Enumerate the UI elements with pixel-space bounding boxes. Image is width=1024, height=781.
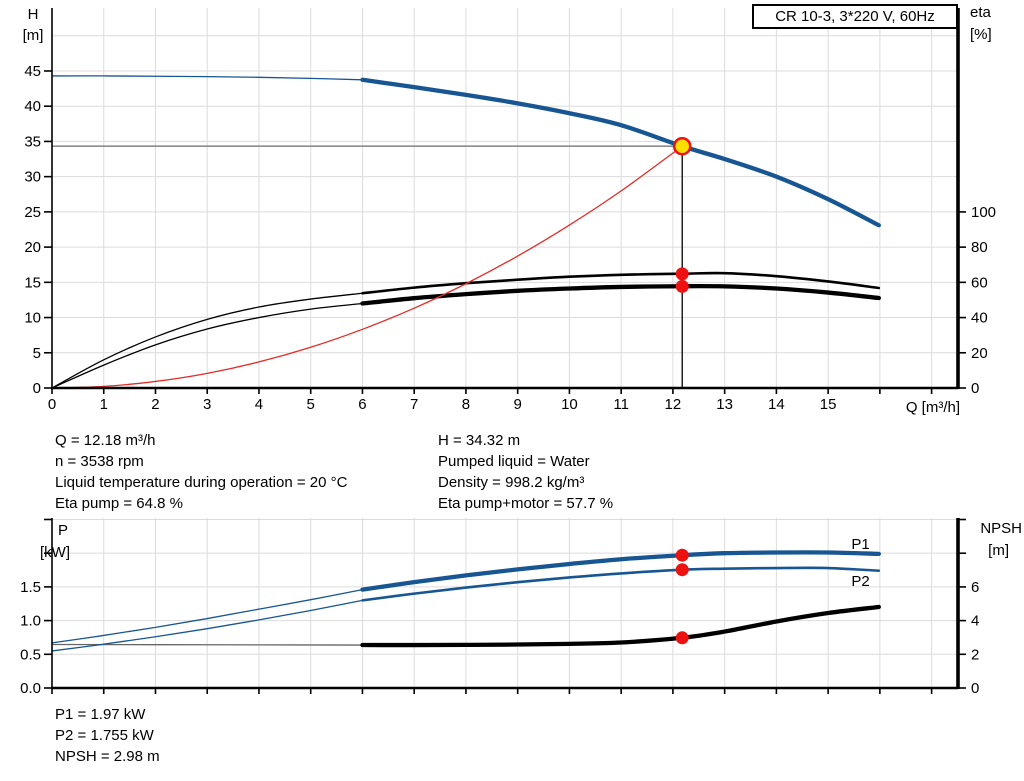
eta-axis-unit: [%] xyxy=(970,26,992,43)
right-tick-label: 100 xyxy=(971,204,996,221)
right-tick-label: 40 xyxy=(971,310,988,327)
annotation-speed: n = 3538 rpm xyxy=(55,453,144,470)
x-tick-label: 14 xyxy=(768,396,785,413)
head-curve-extended-curve xyxy=(51,75,364,81)
left-tick-label: 25 xyxy=(24,204,41,221)
npsh-duty-dot xyxy=(675,631,689,645)
left-tick-label: 1.5 xyxy=(20,579,41,596)
right-tick-label: 20 xyxy=(971,345,988,362)
duty-point[interactable] xyxy=(672,136,692,156)
x-tick-label: 4 xyxy=(255,396,263,413)
q-axis-title: Q [m³/h] xyxy=(906,399,960,416)
p-axis-unit: [kW] xyxy=(40,544,70,561)
top-chart-duty-markers xyxy=(672,136,692,293)
p1-duty-dot xyxy=(675,548,689,562)
head-curve-curve xyxy=(360,77,881,228)
pump-title: CR 10-3, 3*220 V, 60Hz xyxy=(775,8,935,25)
annotation-p1: P1 = 1.97 kW xyxy=(55,706,146,723)
right-tick-label: 4 xyxy=(971,613,979,630)
top-chart-curves xyxy=(51,75,881,389)
p1-curve-label: P1 xyxy=(851,536,869,553)
top-chart-duty-lines xyxy=(52,145,683,388)
right-tick-label: 80 xyxy=(971,239,988,256)
eta-pump-motor-duty-dot xyxy=(675,279,689,293)
right-tick-label: 0 xyxy=(971,380,979,397)
left-tick-label: 5 xyxy=(33,345,41,362)
left-tick-label: 40 xyxy=(24,98,41,115)
x-tick-label: 2 xyxy=(151,396,159,413)
pump-title-box: CR 10-3, 3*220 V, 60Hz xyxy=(752,4,958,29)
annotation-density: Density = 998.2 kg/m³ xyxy=(438,474,585,491)
x-tick-label: 1 xyxy=(100,396,108,413)
npsh-curve xyxy=(360,604,881,648)
bottom-chart-axes: 0.0 0.5 1.0 1.5 0 2 4 6 xyxy=(20,518,979,697)
eta-pump-motor-extended-curve xyxy=(51,302,364,389)
annotation-eta-pump: Eta pump = 64.8 % xyxy=(55,495,183,512)
h-axis-unit: [m] xyxy=(23,27,44,44)
left-tick-label: 1.0 xyxy=(20,613,41,630)
x-tick-label: 15 xyxy=(820,396,837,413)
x-tick-label: 13 xyxy=(716,396,733,413)
annotation-h: H = 34.32 m xyxy=(438,432,521,449)
x-tick-label: 0 xyxy=(48,396,56,413)
top-chart-grid xyxy=(52,8,958,388)
npsh-axis-title: NPSH xyxy=(980,520,1022,537)
annotation-npsh: NPSH = 2.98 m xyxy=(55,748,160,765)
x-tick-label: 12 xyxy=(665,396,682,413)
p2-curve-label: P2 xyxy=(851,573,869,590)
x-tick-label: 10 xyxy=(561,396,578,413)
left-tick-label: 10 xyxy=(24,310,41,327)
x-tick-label: 11 xyxy=(613,396,629,413)
left-tick-label: 0.0 xyxy=(20,680,41,697)
left-tick-label: 0.5 xyxy=(20,646,41,663)
eta-pump-duty-dot xyxy=(675,267,689,281)
annotation-q: Q = 12.18 m³/h xyxy=(55,432,156,449)
p-axis-title: P xyxy=(58,522,68,539)
right-tick-label: 6 xyxy=(971,579,979,596)
annotation-p2: P2 = 1.755 kW xyxy=(55,727,154,744)
left-tick-label: 20 xyxy=(24,239,41,256)
left-tick-label: 30 xyxy=(24,169,41,186)
right-tick-label: 0 xyxy=(971,680,979,697)
right-tick-label: 60 xyxy=(971,274,988,291)
right-tick-label: 2 xyxy=(971,646,979,663)
eta-pump-extended-curve xyxy=(51,292,364,389)
eta-pump-curve xyxy=(361,271,881,295)
left-tick-label: 15 xyxy=(24,274,41,291)
bottom-chart-curves: P1 P2 xyxy=(51,536,881,652)
x-tick-label: 6 xyxy=(358,396,366,413)
eta-axis-title: eta xyxy=(970,4,992,21)
p2-curve xyxy=(361,566,881,602)
bottom-chart-duty-markers xyxy=(675,548,689,645)
x-tick-label: 8 xyxy=(462,396,470,413)
left-tick-label: 35 xyxy=(24,133,41,150)
left-tick-label: 0 xyxy=(33,380,41,397)
eta-pump-motor-curve xyxy=(360,283,881,306)
h-axis-title: H xyxy=(28,6,39,23)
p2-duty-dot xyxy=(675,563,689,577)
x-tick-label: 5 xyxy=(307,396,315,413)
bottom-chart-grid xyxy=(52,518,958,688)
annotation-eta-pump-motor: Eta pump+motor = 57.7 % xyxy=(438,495,614,512)
npsh-axis-unit: [m] xyxy=(988,542,1009,559)
x-tick-label: 3 xyxy=(203,396,211,413)
left-tick-label: 45 xyxy=(24,63,41,80)
annotation-liquid-temp: Liquid temperature during operation = 20… xyxy=(55,474,348,491)
system-curve-curve xyxy=(51,145,683,389)
p2-extended-curve xyxy=(51,599,364,652)
p1-extended-curve xyxy=(51,588,364,644)
annotation-pumped-liquid: Pumped liquid = Water xyxy=(438,453,590,470)
p1-curve xyxy=(360,550,881,592)
x-tick-label: 9 xyxy=(514,396,522,413)
x-tick-label: 7 xyxy=(410,396,418,413)
